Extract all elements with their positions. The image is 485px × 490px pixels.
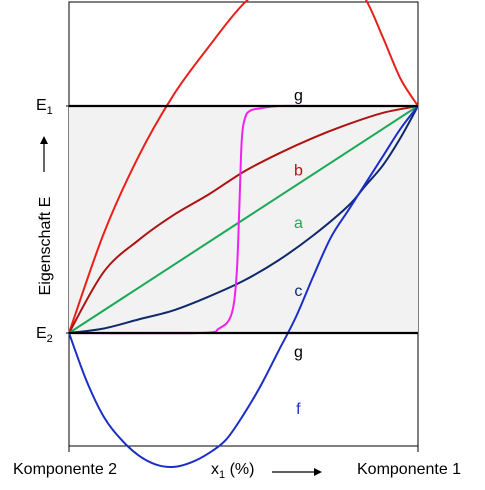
- x-axis-variable: x: [211, 461, 219, 478]
- curve-f-7: [68, 105, 419, 469]
- reference-levels-group: [68, 104, 418, 335]
- curve-label-g-5: g: [294, 344, 303, 361]
- curve-a-4: [68, 105, 419, 334]
- y-arrow-head: [40, 136, 48, 144]
- curve-b-3: [68, 105, 419, 334]
- curve-c-5: [68, 105, 419, 334]
- curve-label-b-2: b: [294, 163, 303, 180]
- e2-level-label: E2: [36, 325, 53, 345]
- curve-label-g-1: g: [294, 88, 303, 105]
- y-axis-arrow: [40, 136, 48, 172]
- curve-labels-group: egbacgf: [294, 88, 303, 418]
- e2-letter: E: [36, 325, 47, 342]
- x-axis-unit: (%): [229, 461, 255, 478]
- x-arrow-head: [314, 468, 322, 476]
- curve-label-f-6: f: [296, 401, 301, 418]
- curve-label-a-3: a: [294, 215, 303, 232]
- e1-subscript: 1: [46, 105, 53, 117]
- x-axis-arrow: [272, 468, 322, 476]
- axis-ticks-group: [66, 105, 419, 452]
- x-axis-label: x1 (%): [211, 461, 255, 481]
- y-axis-label: Eigenschaft E: [37, 197, 54, 296]
- e1-level-label: E1: [36, 97, 53, 117]
- curve-e-0: [68, 0, 419, 334]
- x-left-endpoint-label: Komponente 2: [13, 461, 118, 478]
- e1-letter: E: [36, 97, 47, 114]
- curve-label-c-4: c: [294, 283, 302, 300]
- x-axis-subscript: 1: [219, 469, 226, 481]
- e2-subscript: 2: [46, 333, 53, 345]
- x-right-endpoint-label: Komponente 1: [357, 461, 462, 478]
